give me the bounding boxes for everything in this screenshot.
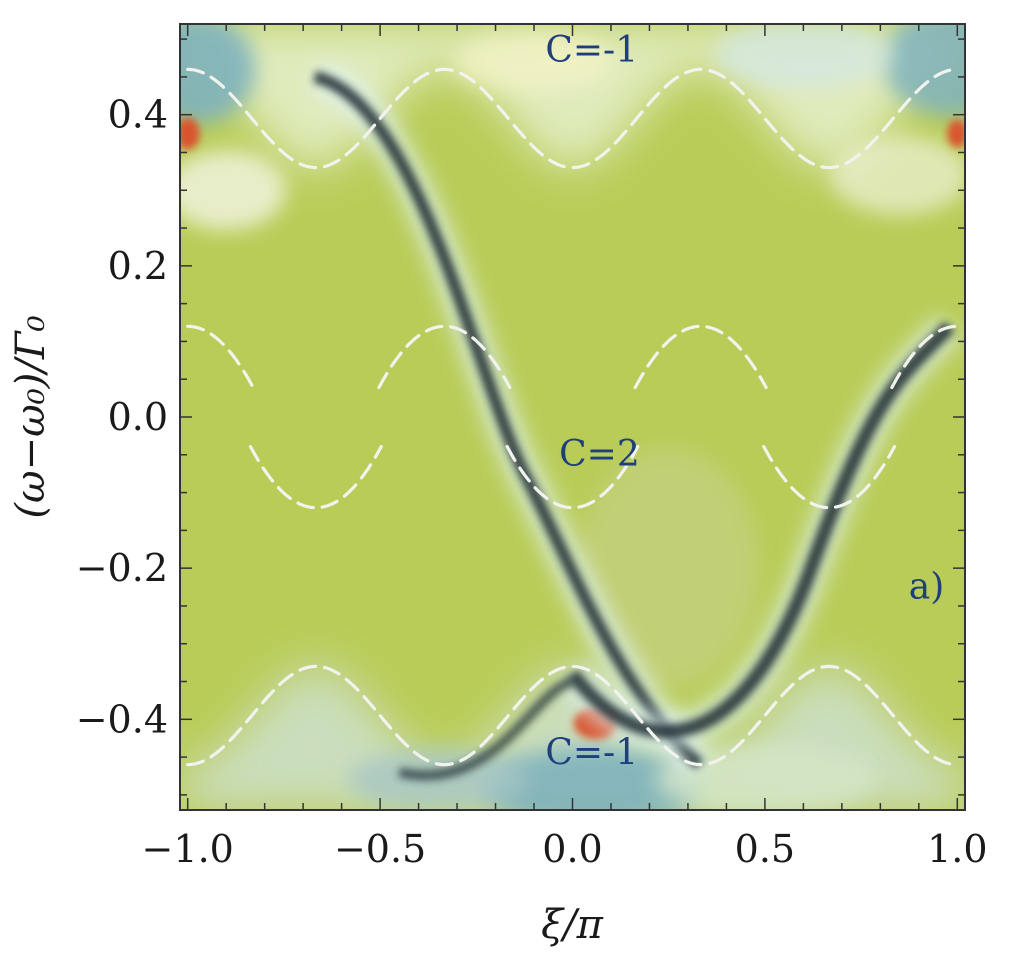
middle-lower-arc [505,444,640,510]
annotation-label: C=2 [559,434,640,475]
edge-state-lower [398,676,575,781]
annotation-label: C=-1 [545,733,638,774]
annotations: C=-1 C=2 a) C=-1 [545,30,944,774]
heatmap-area [180,24,965,810]
shading-blob [713,24,894,90]
shading-blob [578,448,759,689]
y-tick-label: −0.2 [76,546,168,590]
x-axis-label: ξ/π [541,902,604,948]
edge-state-ascending [566,321,955,739]
dashed-band-layer [186,67,959,767]
annotation-label: C=-1 [545,30,638,71]
annotation-label: a) [909,566,945,607]
y-tick-label: 0.4 [108,93,168,137]
middle-upper-arc [633,324,768,390]
middle-upper-arc [186,324,255,390]
axis-ticks [180,24,965,810]
shading-blob [829,135,965,216]
edge-state-layer [309,60,962,781]
y-tick-label: −0.4 [76,697,168,741]
shading-blob [654,744,875,810]
middle-lower-arc [248,444,383,510]
shading-blob [883,24,965,117]
hot-spot [947,119,965,148]
edge-state-descending [313,71,704,770]
x-tick-label: −0.5 [334,827,426,871]
upper-band-curve [186,67,959,170]
band-glow-layer [180,24,965,810]
shading-blob [481,747,702,810]
x-tick-label: −1.0 [142,827,234,871]
tick-labels: −1.0 −0.5 0.0 0.5 1.0 −0.4 −0.2 0.0 0.2 0.4 [76,93,988,871]
middle-upper-arc [377,324,512,390]
hot-spot [180,117,200,150]
middle-lower-arc [762,444,897,510]
middle-upper-arc [890,324,959,390]
shading-blob [454,31,615,92]
x-tick-label: 0.5 [735,827,795,871]
y-axis-label: (ω−ω₀)/Γ₀ [8,315,54,518]
shading-blob [347,749,528,810]
lower-band-curve [186,664,959,767]
shading-blob [180,150,287,231]
x-tick-label: 0.0 [542,827,602,871]
x-tick-label: 1.0 [927,827,987,871]
y-tick-label: 0.0 [108,395,168,439]
y-tick-label: 0.2 [108,244,168,288]
